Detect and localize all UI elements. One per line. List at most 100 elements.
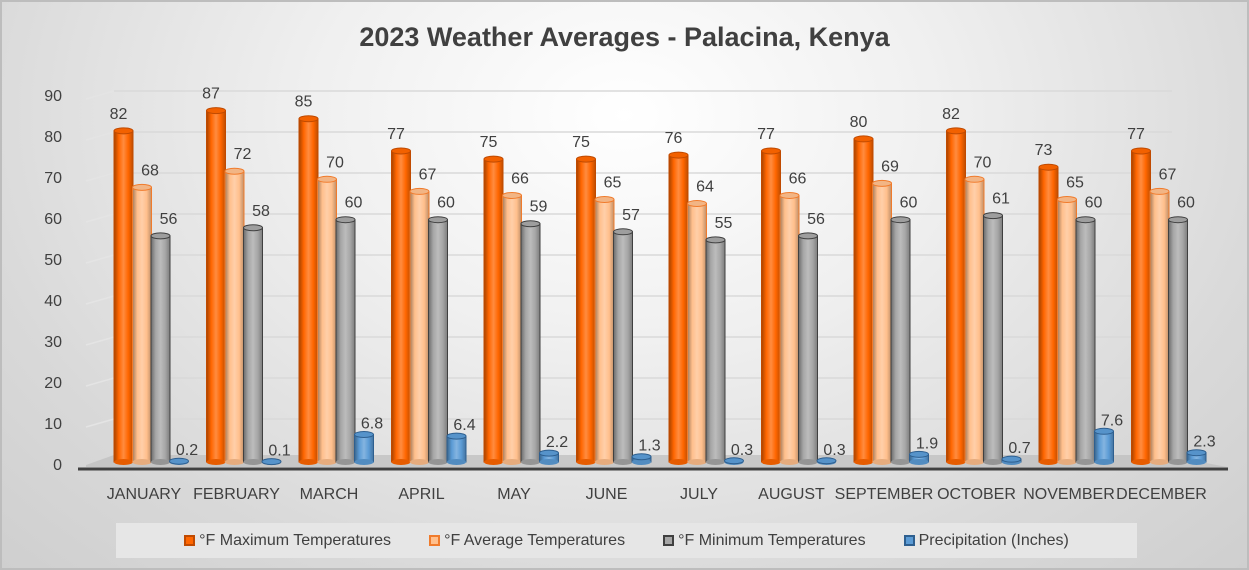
bar-top <box>724 457 744 465</box>
bar-top <box>113 127 134 135</box>
y-tick-label: 0 <box>53 457 62 474</box>
data-label: 59 <box>530 199 548 216</box>
bar-top <box>761 147 781 155</box>
bar-top <box>317 175 337 183</box>
bar <box>243 227 263 463</box>
bar <box>613 231 633 463</box>
bar <box>446 435 467 463</box>
bar-top <box>872 179 892 187</box>
y-tick-label: 30 <box>44 334 62 351</box>
bar-base <box>613 459 633 465</box>
bar <box>224 170 245 463</box>
bar-top <box>1057 195 1077 203</box>
legend-item: Precipitation (Inches) <box>903 532 1069 550</box>
bar <box>1149 190 1170 463</box>
bar-base <box>798 459 818 465</box>
data-label: 0.3 <box>823 442 845 459</box>
data-label: 60 <box>437 195 455 212</box>
bar-base <box>632 459 651 465</box>
y-tick-label: 50 <box>44 252 62 269</box>
bar-base <box>299 459 318 465</box>
bar <box>594 198 615 463</box>
data-label: 77 <box>387 126 405 143</box>
bar-top <box>798 232 818 240</box>
bar <box>150 235 171 463</box>
x-tick-label: DECEMBER <box>1116 486 1207 503</box>
data-label: 67 <box>1159 166 1177 183</box>
bar <box>317 178 337 463</box>
y-tick-label: 80 <box>44 129 62 146</box>
bar-top <box>1131 147 1151 155</box>
x-tick-label: JANUARY <box>107 486 182 503</box>
bar-base <box>447 459 466 465</box>
data-label: 60 <box>1177 195 1195 212</box>
legend-swatch <box>184 535 196 546</box>
bar <box>1131 150 1151 463</box>
x-tick-label: MAY <box>497 486 531 503</box>
data-label: 87 <box>202 86 220 103</box>
bar-top <box>298 115 319 123</box>
bar <box>798 235 818 463</box>
bar-base <box>484 459 503 465</box>
bar-base <box>428 459 448 465</box>
bar-top <box>428 216 448 224</box>
data-label: 56 <box>160 211 178 228</box>
bar <box>761 150 781 463</box>
bar-base <box>1039 459 1058 465</box>
bar-base <box>761 459 781 465</box>
bar-top <box>964 175 985 183</box>
bar-base <box>909 459 929 465</box>
bar-base <box>872 459 892 465</box>
bar-top <box>335 216 356 224</box>
bar-base <box>965 459 984 465</box>
bar <box>983 215 1003 463</box>
x-tick-label: MARCH <box>300 486 359 503</box>
bar-top <box>446 432 467 440</box>
bar-top <box>853 135 874 143</box>
data-label: 61 <box>992 191 1010 208</box>
bar-base <box>521 459 540 465</box>
data-label: 0.2 <box>176 442 198 459</box>
bar <box>298 118 319 463</box>
data-label: 0.1 <box>268 443 290 460</box>
bar-top <box>169 457 189 465</box>
data-label: 7.6 <box>1101 412 1123 429</box>
gridline-side <box>85 336 115 346</box>
bar <box>1094 430 1114 463</box>
bar <box>964 178 985 463</box>
bar-base <box>1187 459 1206 465</box>
data-label: 55 <box>715 215 733 232</box>
y-tick-label: 20 <box>44 375 62 392</box>
bar <box>872 182 892 463</box>
legend-swatch <box>903 535 915 546</box>
x-tick-label: SEPTEMBER <box>835 486 934 503</box>
bar-top <box>890 216 911 224</box>
data-label: 77 <box>1127 126 1145 143</box>
bar <box>853 138 874 463</box>
bar-base <box>891 459 910 465</box>
bar-base <box>1150 459 1169 465</box>
bar-top <box>1075 216 1096 224</box>
bar-top <box>946 127 966 135</box>
bar-top <box>409 187 430 195</box>
bar-base <box>595 459 614 465</box>
bar-top <box>779 191 800 199</box>
bar-base <box>687 459 707 465</box>
bar-base <box>854 459 873 465</box>
legend-item: °F Average Temperatures <box>429 532 625 550</box>
bar <box>1168 219 1188 463</box>
bar <box>483 158 504 463</box>
bar <box>354 434 374 463</box>
bar-base <box>1057 459 1077 465</box>
bar-base <box>410 459 429 465</box>
data-label: 85 <box>295 94 313 111</box>
bar-top <box>502 191 522 199</box>
y-tick-label: 40 <box>44 293 62 310</box>
bar-base <box>1094 459 1114 465</box>
data-label: 1.9 <box>916 435 938 452</box>
bar-top <box>909 450 929 458</box>
bar-base <box>576 459 596 465</box>
bar-top <box>1001 455 1022 463</box>
bar-base <box>983 459 1003 465</box>
